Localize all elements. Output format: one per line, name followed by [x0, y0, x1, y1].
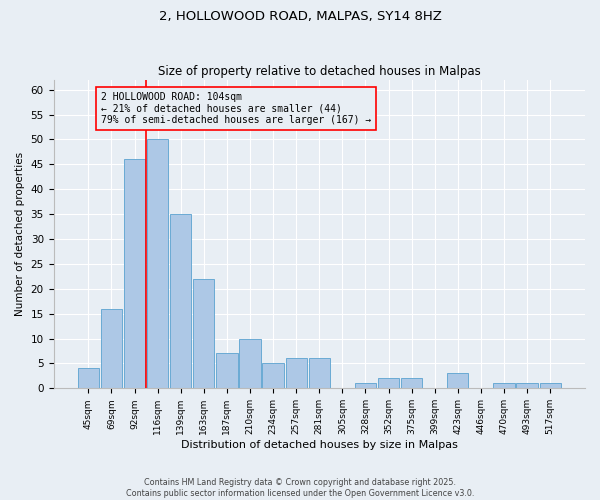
- Text: 2 HOLLOWOOD ROAD: 104sqm
← 21% of detached houses are smaller (44)
79% of semi-d: 2 HOLLOWOOD ROAD: 104sqm ← 21% of detach…: [101, 92, 371, 126]
- Bar: [539, 384, 561, 388]
- Text: Contains HM Land Registry data © Crown copyright and database right 2025.
Contai: Contains HM Land Registry data © Crown c…: [126, 478, 474, 498]
- Title: Size of property relative to detached houses in Malpas: Size of property relative to detached ho…: [158, 66, 481, 78]
- Bar: [147, 140, 168, 388]
- Bar: [308, 358, 330, 388]
- Text: 2, HOLLOWOOD ROAD, MALPAS, SY14 8HZ: 2, HOLLOWOOD ROAD, MALPAS, SY14 8HZ: [158, 10, 442, 23]
- Bar: [124, 160, 145, 388]
- Bar: [101, 308, 122, 388]
- Bar: [77, 368, 99, 388]
- Bar: [447, 374, 469, 388]
- Bar: [493, 384, 515, 388]
- Bar: [517, 384, 538, 388]
- Bar: [355, 384, 376, 388]
- Bar: [193, 279, 214, 388]
- Bar: [262, 364, 284, 388]
- Y-axis label: Number of detached properties: Number of detached properties: [15, 152, 25, 316]
- Bar: [401, 378, 422, 388]
- Bar: [170, 214, 191, 388]
- X-axis label: Distribution of detached houses by size in Malpas: Distribution of detached houses by size …: [181, 440, 458, 450]
- Bar: [286, 358, 307, 388]
- Bar: [378, 378, 399, 388]
- Bar: [216, 354, 238, 388]
- Bar: [239, 338, 260, 388]
